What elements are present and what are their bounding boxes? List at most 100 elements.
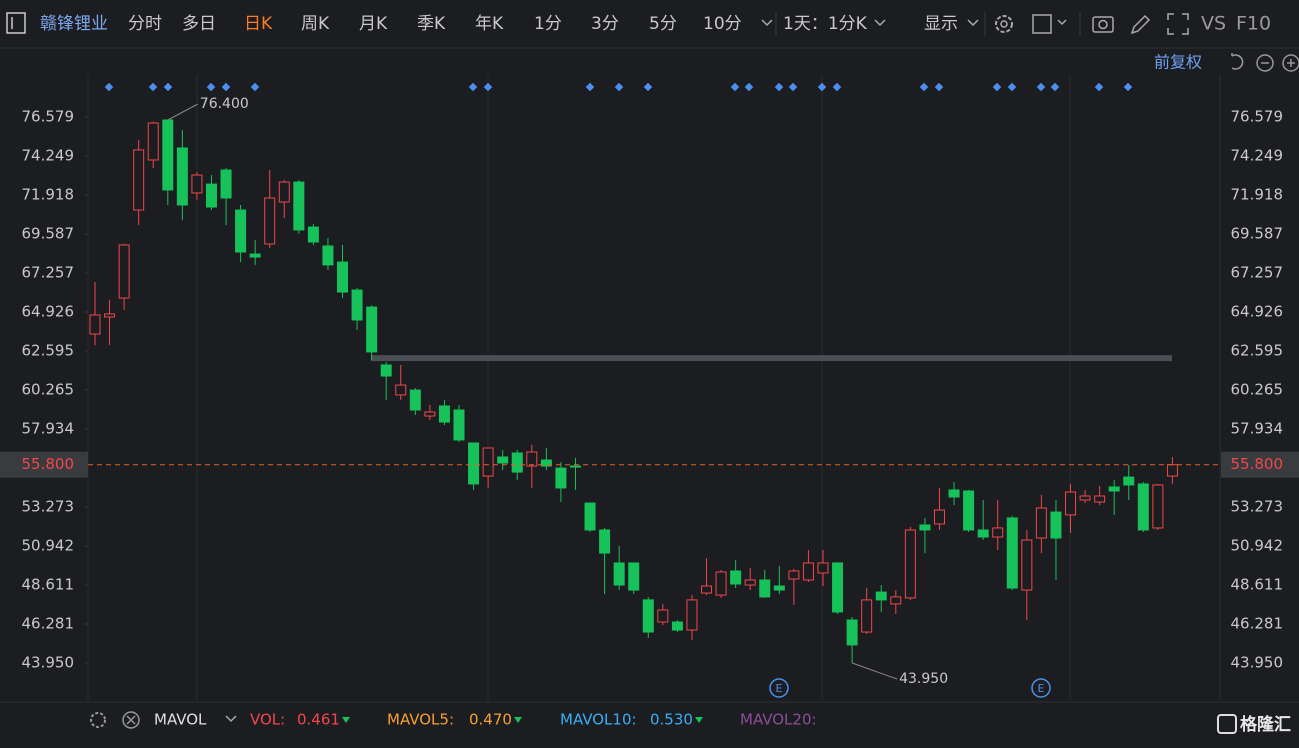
y-tick-label-left: 50.942 <box>22 537 75 555</box>
y-tick-label-left: 46.281 <box>22 614 75 632</box>
chevron <box>225 715 237 723</box>
earnings-markers: E E <box>769 678 1051 698</box>
earnings-icon[interactable] <box>1031 678 1051 698</box>
camera-icon[interactable] <box>1092 16 1114 33</box>
candle-body <box>351 289 363 321</box>
y-tick-label-left: 62.595 <box>22 342 75 360</box>
tab[interactable]: 周K <box>301 14 330 34</box>
candle-body <box>802 562 814 581</box>
candle-body <box>1006 517 1018 589</box>
vs-button[interactable]: VS <box>1201 13 1226 35</box>
candle-body <box>264 197 276 245</box>
event-marker[interactable] <box>483 82 493 92</box>
display-menu[interactable]: 显示 <box>924 14 958 34</box>
candle-body <box>875 591 887 601</box>
draw-box-icon[interactable] <box>1032 14 1052 34</box>
zoom-out-icon[interactable] <box>1256 54 1274 72</box>
logo-icon <box>1217 714 1237 734</box>
sidebar-icon[interactable] <box>6 12 26 34</box>
y-tick-label-right: 57.934 <box>1231 419 1284 437</box>
candle-body <box>424 411 436 417</box>
candle-body <box>497 456 509 464</box>
candle-body <box>307 226 319 243</box>
tab[interactable]: 季K <box>417 14 446 34</box>
candle-body <box>992 527 1004 538</box>
tab[interactable]: 日K <box>244 14 273 34</box>
event-marker[interactable] <box>104 82 114 92</box>
last-price-bg <box>1221 451 1299 478</box>
tab[interactable]: 分时 <box>128 14 162 34</box>
y-tick-label-left: 71.918 <box>22 185 75 203</box>
tab[interactable]: 10分 <box>703 14 742 34</box>
candle-body <box>1137 483 1149 531</box>
candle-body <box>861 599 873 633</box>
candle-body <box>613 562 625 586</box>
annotation-leader <box>167 103 199 121</box>
candle-body <box>817 562 829 574</box>
candle-body <box>147 122 159 161</box>
down-arrow <box>514 717 522 723</box>
candle-body <box>205 183 217 208</box>
period-select[interactable]: 1天：1分K <box>783 14 868 34</box>
event-marker[interactable] <box>163 82 173 92</box>
candle-body <box>366 306 378 353</box>
pencil-icon[interactable] <box>1130 14 1151 35</box>
candle-body <box>162 119 174 191</box>
chevron[interactable] <box>761 19 773 27</box>
y-tick-label-right: 60.265 <box>1231 380 1284 398</box>
candle-body <box>104 313 116 318</box>
candle-body <box>744 579 756 586</box>
candle-body <box>846 619 858 646</box>
y-tick-label-right: 71.918 <box>1231 185 1284 203</box>
tab[interactable]: 月K <box>359 14 388 34</box>
candle-body <box>584 502 596 531</box>
candle-body <box>933 509 945 525</box>
tab[interactable]: 年K <box>475 14 504 34</box>
event-marker[interactable] <box>468 82 478 92</box>
tab[interactable]: 1分 <box>534 14 562 34</box>
last-price-bg <box>0 451 88 478</box>
candle-body <box>904 529 916 599</box>
candle-body <box>235 209 247 253</box>
candle-body <box>963 490 975 531</box>
candle-body <box>468 442 480 485</box>
plot: 76.579 76.579 74.249 74.249 71.918 71.918 69.5… <box>0 96 1299 687</box>
candle-body <box>89 314 101 335</box>
settings-icon[interactable] <box>995 15 1013 33</box>
fullscreen-icon[interactable] <box>1167 13 1189 35</box>
candle-body <box>788 570 800 580</box>
stock-name[interactable]: 赣锋锂业 <box>40 14 108 34</box>
mavol10-value: 0.530 <box>650 711 693 729</box>
indicator-settings[interactable] <box>90 712 106 728</box>
indicator-close[interactable] <box>122 711 140 729</box>
tab[interactable]: 多日 <box>182 14 216 34</box>
candle-body <box>322 245 334 266</box>
tab[interactable]: 3分 <box>591 14 619 34</box>
indicator-name[interactable]: MAVOL <box>154 711 207 729</box>
candle-body <box>657 609 669 623</box>
candle-body <box>482 447 494 477</box>
down-arrow <box>342 717 350 723</box>
event-marker[interactable] <box>221 82 231 92</box>
f10-button[interactable]: F10 <box>1236 13 1271 35</box>
adjust-button[interactable]: 前复权 <box>1154 53 1202 72</box>
candle-body <box>1108 486 1120 492</box>
y-tick-label-right: 50.942 <box>1231 537 1284 555</box>
undo-icon[interactable] <box>1231 53 1244 70</box>
tab[interactable]: 5分 <box>649 14 677 34</box>
zoom-in-icon[interactable] <box>1282 54 1299 72</box>
event-marker[interactable] <box>250 82 260 92</box>
candle-body <box>220 169 232 199</box>
chevron <box>874 19 886 27</box>
event-marker[interactable] <box>206 82 216 92</box>
candle-body <box>511 452 523 473</box>
candle-body <box>890 596 902 605</box>
candle-body <box>759 579 771 598</box>
candle-body <box>453 409 465 441</box>
candle-body <box>555 467 567 489</box>
candle-body <box>730 570 742 585</box>
event-marker[interactable] <box>148 82 158 92</box>
indicator-close <box>126 715 136 725</box>
earnings-icon[interactable] <box>769 678 789 698</box>
